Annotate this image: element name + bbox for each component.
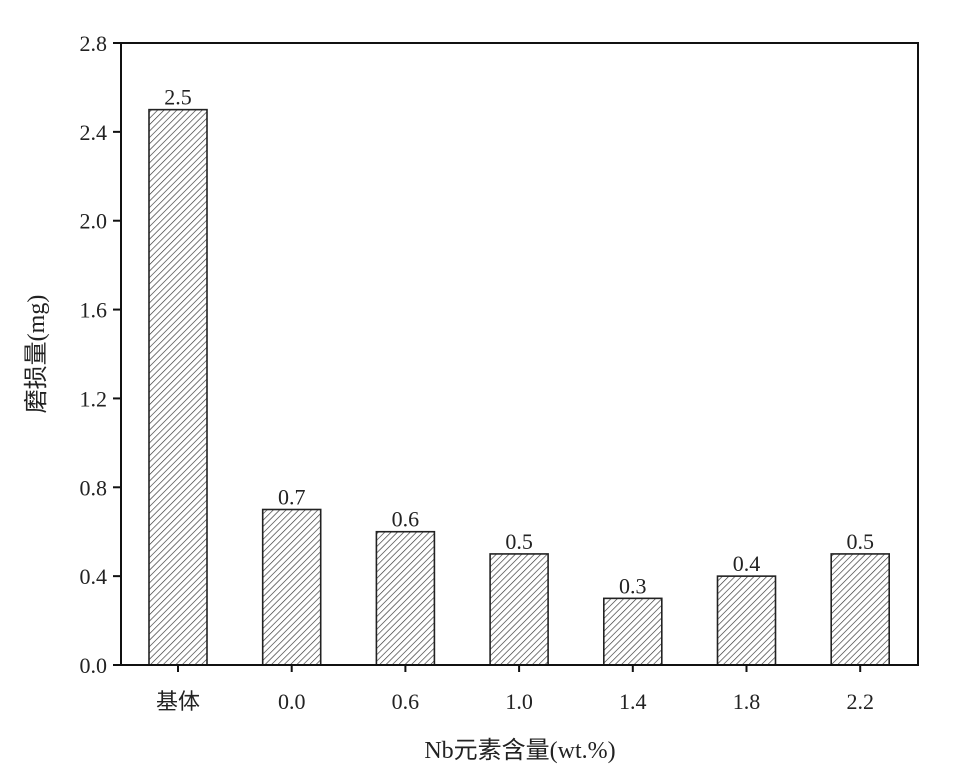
y-tick-label: 1.2: [80, 386, 108, 411]
data-label: 0.5: [505, 529, 533, 554]
y-tick-label: 0.4: [80, 564, 108, 589]
data-label: 2.5: [164, 85, 192, 110]
bar: [602, 597, 663, 666]
data-label: 0.6: [392, 507, 420, 532]
data-label: 0.5: [846, 529, 874, 554]
x-tick-label: 1.8: [733, 689, 761, 714]
bar: [261, 508, 322, 666]
bar: [830, 553, 891, 666]
y-tick-label: 2.0: [80, 209, 108, 234]
data-label: 0.3: [619, 573, 647, 598]
x-tick-label: 0.6: [392, 689, 420, 714]
y-tick-label: 0.0: [80, 653, 108, 678]
x-tick-label: 1.0: [505, 689, 533, 714]
bar: [489, 553, 549, 666]
bar: [716, 575, 777, 666]
bar: [375, 530, 436, 666]
y-tick-label: 2.8: [80, 31, 108, 56]
data-label: 0.4: [733, 551, 761, 576]
data-label: 0.7: [278, 485, 306, 510]
y-tick-label: 1.6: [80, 298, 108, 323]
x-tick-label: 1.4: [619, 689, 647, 714]
x-tick-label: 2.2: [846, 689, 874, 714]
x-axis-label: Nb元素含量(wt.%): [424, 737, 615, 764]
y-tick-label: 0.8: [80, 475, 108, 500]
bar: [148, 108, 208, 666]
y-tick-label: 2.4: [80, 120, 108, 145]
y-axis-label: 磨损量(mg): [23, 295, 50, 414]
x-tick-label: 0.0: [278, 689, 306, 714]
x-tick-label: 基体: [156, 689, 200, 714]
